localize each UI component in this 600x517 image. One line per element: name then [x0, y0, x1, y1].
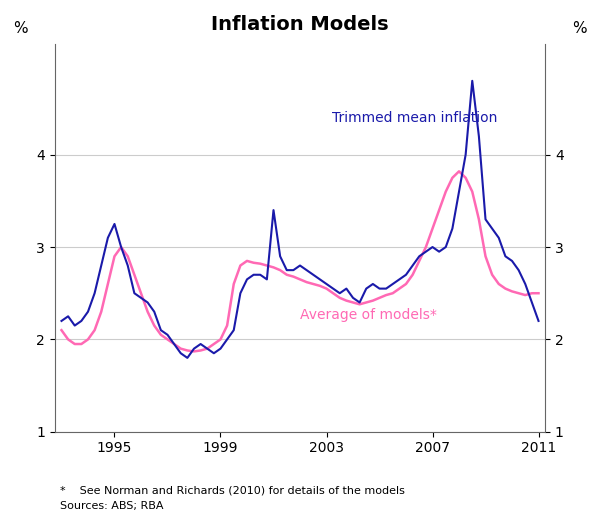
Text: %: %	[572, 21, 587, 36]
Text: Average of models*: Average of models*	[300, 308, 437, 322]
Text: *    See Norman and Richards (2010) for details of the models: * See Norman and Richards (2010) for det…	[60, 486, 405, 496]
Title: Inflation Models: Inflation Models	[211, 15, 389, 34]
Text: Sources: ABS; RBA: Sources: ABS; RBA	[60, 501, 163, 511]
Text: %: %	[13, 21, 28, 36]
Text: Trimmed mean inflation: Trimmed mean inflation	[332, 111, 497, 126]
